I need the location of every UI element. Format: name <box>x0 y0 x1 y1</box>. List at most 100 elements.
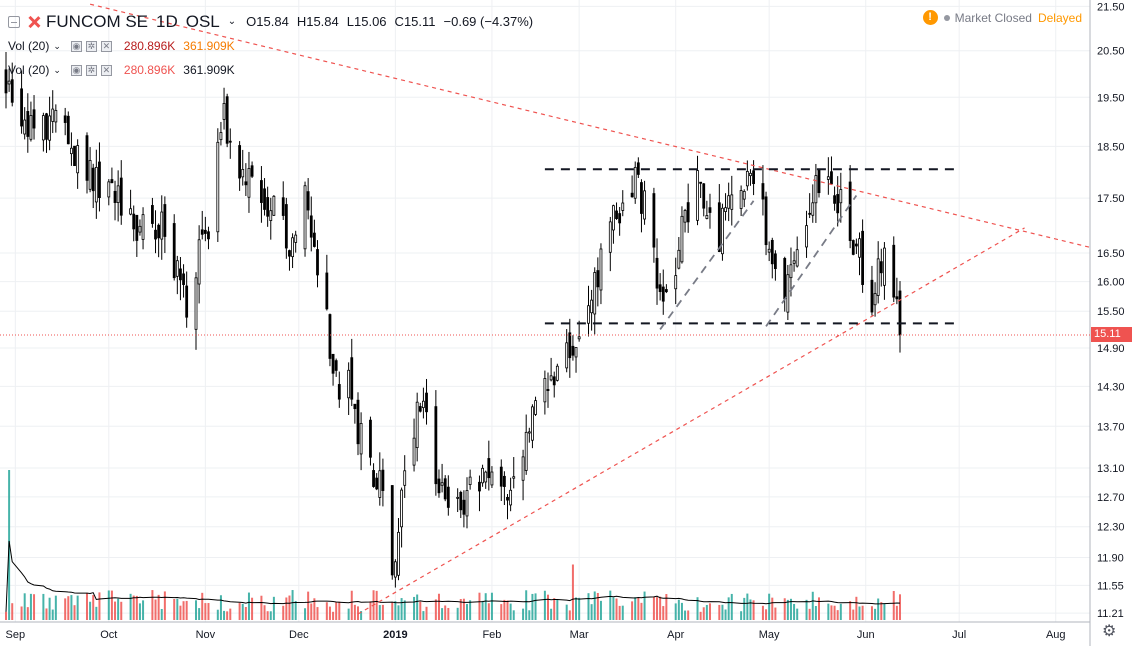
chevron-down-icon[interactable]: ⌄ <box>53 41 61 51</box>
volume-bar <box>855 596 858 620</box>
candle-body <box>677 249 681 269</box>
volume-bar <box>347 608 350 620</box>
price-tick-label: 20.50 <box>1097 46 1125 58</box>
interval-label[interactable]: 1D <box>156 12 178 31</box>
settings-gear-icon[interactable]: ✲ <box>85 40 97 52</box>
candle-body <box>241 168 245 178</box>
candle-body <box>269 210 273 221</box>
warning-icon[interactable]: ! <box>922 10 938 25</box>
settings-gear-icon[interactable]: ✲ <box>85 64 97 76</box>
candle-body <box>808 212 812 215</box>
volume-bar <box>852 609 855 620</box>
indicator-name[interactable]: Vol (20) <box>8 63 50 77</box>
candle-body <box>26 111 30 137</box>
volume-bar <box>391 602 394 620</box>
candle-body <box>546 389 550 391</box>
candle-body <box>484 471 488 483</box>
volume-bar <box>356 606 359 620</box>
price-tick-label: 11.21 <box>1097 608 1124 620</box>
volume-bar <box>117 598 120 620</box>
volume-bar <box>621 605 624 620</box>
open-value: 15.84 <box>256 14 289 29</box>
volume-bar <box>547 594 549 620</box>
volume-bar <box>291 590 294 620</box>
gear-icon[interactable]: ⚙ <box>1102 623 1117 640</box>
volume-bar <box>64 598 67 620</box>
volume-bar <box>48 597 51 620</box>
volume-bar <box>612 597 615 620</box>
candle-body <box>895 296 899 300</box>
volume-bar <box>316 607 319 620</box>
remove-close-icon[interactable]: ✕ <box>100 64 112 76</box>
candle-body <box>440 482 444 486</box>
candle-body <box>621 202 625 211</box>
volume-bar <box>618 605 621 620</box>
candle-body <box>312 232 316 247</box>
candle-body <box>524 431 528 471</box>
volume-bar <box>665 594 668 620</box>
delayed-label[interactable]: Delayed <box>1037 10 1082 25</box>
candle-body <box>549 375 553 381</box>
volume-bar <box>185 600 188 620</box>
candle-body <box>599 248 603 291</box>
volume-bar <box>724 609 727 620</box>
candle-body <box>593 272 597 315</box>
status-dot <box>943 14 950 21</box>
candle-body <box>527 431 531 434</box>
time-tick-label: Apr <box>667 629 684 641</box>
candle-body <box>543 378 547 403</box>
volume-bar <box>92 595 95 620</box>
volume-bar <box>553 598 556 620</box>
low-value: 15.06 <box>354 14 387 29</box>
open-label: O <box>246 14 257 29</box>
candle-body <box>664 289 668 293</box>
candle-body <box>434 406 438 485</box>
candle-body <box>883 247 886 286</box>
candle-body <box>334 360 338 371</box>
candle-body <box>272 195 276 216</box>
volume-bar <box>743 597 746 620</box>
candle-body <box>811 202 815 216</box>
volume-bar <box>107 590 110 620</box>
chevron-down-icon[interactable]: ⌄ <box>53 65 61 75</box>
volume-bar <box>684 610 687 620</box>
candle-body <box>612 205 615 231</box>
symbol-name[interactable]: FUNCOM SE <box>46 12 148 31</box>
time-tick-label: Jun <box>857 629 875 641</box>
volume-bar <box>229 608 232 620</box>
volume-bar <box>179 605 182 620</box>
remove-close-icon[interactable]: ✕ <box>100 40 112 52</box>
price-tick-label: 19.50 <box>1097 92 1125 104</box>
collapse-legend-button[interactable] <box>8 16 20 28</box>
candle-body <box>521 456 525 481</box>
candle-body <box>814 175 818 204</box>
price-tick-label: 17.50 <box>1097 193 1125 205</box>
chart-legend: FUNCOM SE 1D OSL ⌄ O 15.84 H 15.84 L 15.… <box>8 10 541 82</box>
indicator-name[interactable]: Vol (20) <box>8 39 50 53</box>
time-tick-label: Aug <box>1046 629 1066 641</box>
candle-body <box>721 207 724 255</box>
candle-body <box>4 69 8 94</box>
volume-indicator-row[interactable]: Vol (20) ⌄ ◉ ✲ ✕ 280.896K 361.909K <box>8 34 541 58</box>
visibility-eye-icon[interactable]: ◉ <box>70 40 82 52</box>
volume-indicator-row[interactable]: Vol (20) ⌄ ◉ ✲ ✕ 280.896K 361.909K <box>8 58 541 82</box>
volume-bar <box>251 597 254 620</box>
volume-bar <box>422 611 425 620</box>
exchange-label: OSL <box>185 12 220 31</box>
candle-body <box>263 188 266 210</box>
candle-body <box>795 249 799 267</box>
chevron-down-icon[interactable]: ⌄ <box>227 16 237 27</box>
volume-bar <box>818 597 820 620</box>
candle-body <box>830 171 833 185</box>
visibility-eye-icon[interactable]: ◉ <box>70 64 82 76</box>
volume-bar <box>525 590 528 620</box>
candle-body <box>870 279 874 313</box>
volume-bar <box>310 603 313 620</box>
candle-body <box>848 181 852 241</box>
volume-bar <box>95 606 98 620</box>
volume-bar <box>223 610 226 620</box>
volume-bar <box>114 601 117 620</box>
candle-body <box>316 249 319 276</box>
candle-body <box>390 485 394 576</box>
